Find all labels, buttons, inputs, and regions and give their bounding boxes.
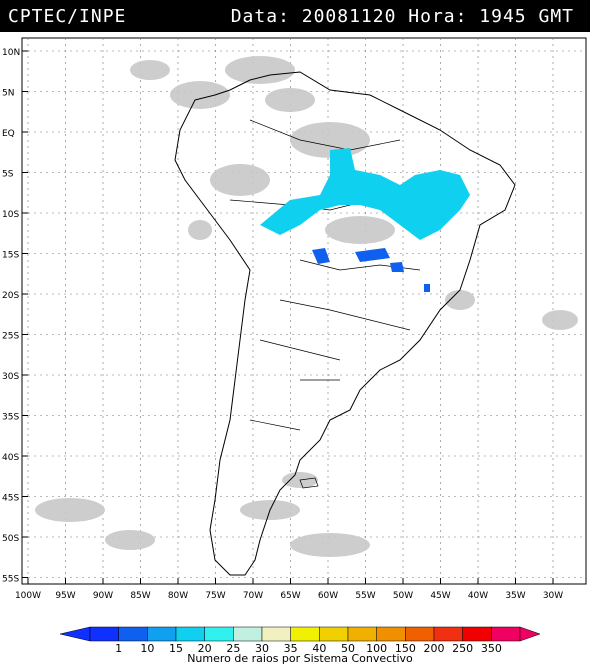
lon-label: 70W — [243, 591, 263, 601]
colorbar-tick-label: 150 — [395, 642, 416, 655]
colorbar-swatch — [347, 626, 377, 642]
lon-label: 55W — [355, 591, 375, 601]
lon-label: 85W — [130, 591, 150, 601]
colorbar-arrow-right — [519, 626, 541, 642]
latitude-labels: 10N 5N EQ 5S 10S 15S 20S 25S 30S 35S 40S 45S 50S 55S — [2, 48, 20, 585]
lon-label: 95W — [55, 591, 75, 601]
datetime-label: Data: 20081120 Hora: 1945 GMT — [230, 6, 574, 27]
colorbar-swatch — [147, 626, 177, 642]
island-outline — [299, 477, 319, 489]
colorbar-tick-label: 40 — [312, 642, 326, 655]
colorbar-tick-label: 35 — [284, 642, 298, 655]
colorbar-swatch — [405, 626, 435, 642]
colorbar-tick-label: 10 — [140, 642, 154, 655]
lat-label: 45S — [2, 494, 19, 504]
lat-label: 10S — [2, 210, 19, 220]
map-frame — [21, 37, 587, 585]
colorbar-tick-label: 25 — [226, 642, 240, 655]
lat-label: 30S — [2, 372, 19, 382]
lon-label: 40W — [468, 591, 488, 601]
source-label: CPTEC/INPE — [8, 6, 127, 27]
colorbar-tick-label: 15 — [169, 642, 183, 655]
convective-cells — [260, 148, 470, 292]
header-bar: CPTEC/INPE Data: 20081120 Hora: 1945 GMT — [0, 0, 590, 32]
colorbar-tick-label: 20 — [198, 642, 212, 655]
colorbar-swatch — [175, 626, 205, 642]
colorbar-tick-label: 50 — [341, 642, 355, 655]
convective-cell-10c — [390, 262, 404, 272]
colorbar-tick-label: 1 — [115, 642, 122, 655]
colorbar-swatch — [261, 626, 291, 642]
lon-label: 35W — [505, 591, 525, 601]
lat-label: 50S — [2, 534, 19, 544]
colorbar-tick-label: 100 — [366, 642, 387, 655]
colorbar-swatches — [59, 626, 541, 642]
convective-cell-25 — [260, 148, 470, 240]
lat-label: 10N — [2, 48, 20, 58]
colorbar-tick-label: 250 — [452, 642, 473, 655]
colorbar: 1 10 15 20 25 30 35 40 50 100 150 200 250 350 — [59, 626, 541, 655]
colorbar-swatch — [89, 626, 119, 642]
lat-label: 35S — [2, 413, 19, 423]
lat-label: 40S — [2, 453, 19, 463]
lon-label: 65W — [280, 591, 300, 601]
colorbar-swatch — [433, 626, 463, 642]
colorbar-tick-label: 30 — [255, 642, 269, 655]
colorbar-swatch — [204, 626, 234, 642]
lon-label: 90W — [93, 591, 113, 601]
lon-label: 60W — [318, 591, 338, 601]
lat-label: 15S — [2, 251, 19, 261]
colorbar-swatch — [319, 626, 349, 642]
lat-label: 25S — [2, 332, 19, 342]
lon-label: 50W — [393, 591, 413, 601]
lon-label: 100W — [15, 591, 41, 601]
lat-label: 55S — [2, 575, 19, 585]
lat-label: EQ — [2, 129, 15, 139]
colorbar-ticks: 1 10 15 20 25 30 35 40 50 100 150 200 250 350 — [115, 642, 502, 655]
colorbar-tick-label: 350 — [481, 642, 502, 655]
longitude-labels: 100W 95W 90W 85W 80W 75W 70W 65W 60W 55W 50W 45W 40W… — [15, 591, 563, 601]
lon-label: 30W — [543, 591, 563, 601]
colorbar-arrow-left — [59, 626, 91, 642]
colorbar-swatch — [233, 626, 263, 642]
colorbar-title: Numero de raios por Sistema Convectivo — [187, 652, 413, 665]
lat-label: 20S — [2, 291, 19, 301]
convective-cell-10 — [312, 248, 330, 264]
colorbar-swatch — [491, 626, 521, 642]
lon-label: 80W — [168, 591, 188, 601]
lightning-map: 10N5NEQ5S10S15S20S25S30S35S40S45S50S55S … — [2, 37, 587, 601]
colorbar-swatch — [376, 626, 406, 642]
colorbar-tick-label: 200 — [424, 642, 445, 655]
south-america-outline — [174, 71, 516, 576]
colorbar-swatch — [462, 626, 492, 642]
colorbar-swatch — [118, 626, 148, 642]
lon-label: 45W — [430, 591, 450, 601]
colorbar-swatch — [290, 626, 320, 642]
convective-cell-10b — [355, 248, 390, 262]
internal-borders — [229, 119, 421, 431]
lat-label: 5S — [2, 170, 14, 180]
convective-cell-10d — [424, 284, 430, 292]
lat-label: 5N — [2, 89, 14, 99]
lon-label: 75W — [205, 591, 225, 601]
